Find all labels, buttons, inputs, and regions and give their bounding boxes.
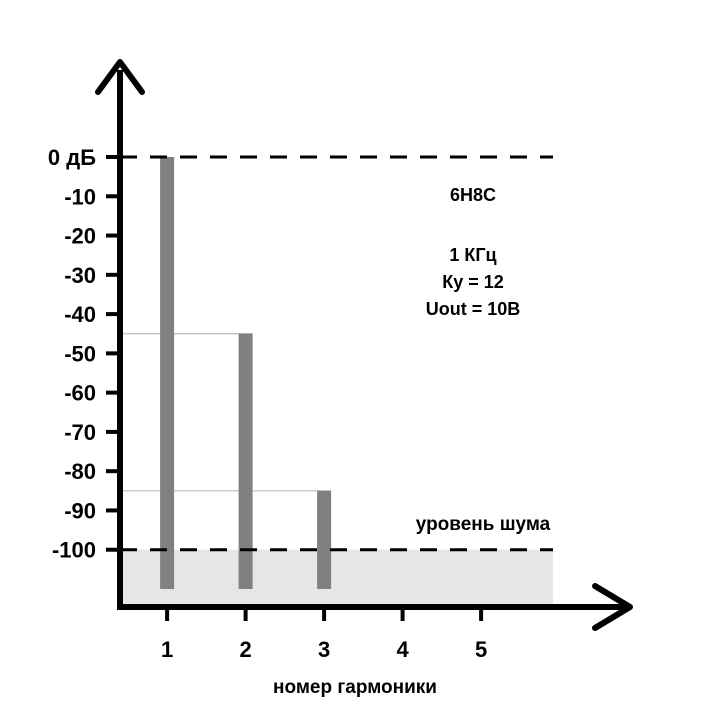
noise-floor-label: уровень шума — [416, 514, 551, 535]
y-tick-label: 0 дБ — [48, 145, 96, 170]
y-tick-label: -60 — [64, 381, 96, 406]
x-axis-arrow — [592, 583, 633, 631]
x-tick-label: 5 — [475, 637, 487, 662]
y-tick-label: -10 — [64, 184, 96, 209]
x-tick-label: 2 — [239, 637, 251, 662]
info-tube-label: 6Н8С — [450, 185, 496, 205]
x-tick-label: 1 — [161, 637, 173, 662]
info-frequency-label: 1 КГц — [449, 245, 496, 265]
y-tick-label: -100 — [52, 538, 96, 563]
y-tick-label: -40 — [64, 302, 96, 327]
y-axis-arrow — [95, 59, 145, 95]
y-tick-label: -50 — [64, 341, 96, 366]
harmonic-bar — [238, 333, 253, 589]
noise-band — [120, 549, 553, 607]
x-axis-title: номер гармоники — [273, 677, 437, 698]
x-tick-label: 3 — [318, 637, 330, 662]
y-tick-label: -80 — [64, 459, 96, 484]
info-output-label: Uout = 10В — [426, 299, 521, 319]
x-tick-label: 4 — [396, 637, 409, 662]
y-tick-label: -90 — [64, 498, 96, 523]
y-tick-label: -20 — [64, 224, 96, 249]
y-tick-label: -30 — [64, 263, 96, 288]
harmonic-bar — [160, 157, 175, 589]
info-gain-label: Ку = 12 — [442, 272, 504, 292]
harmonic-bar — [317, 490, 332, 589]
y-tick-label: -70 — [64, 420, 96, 445]
